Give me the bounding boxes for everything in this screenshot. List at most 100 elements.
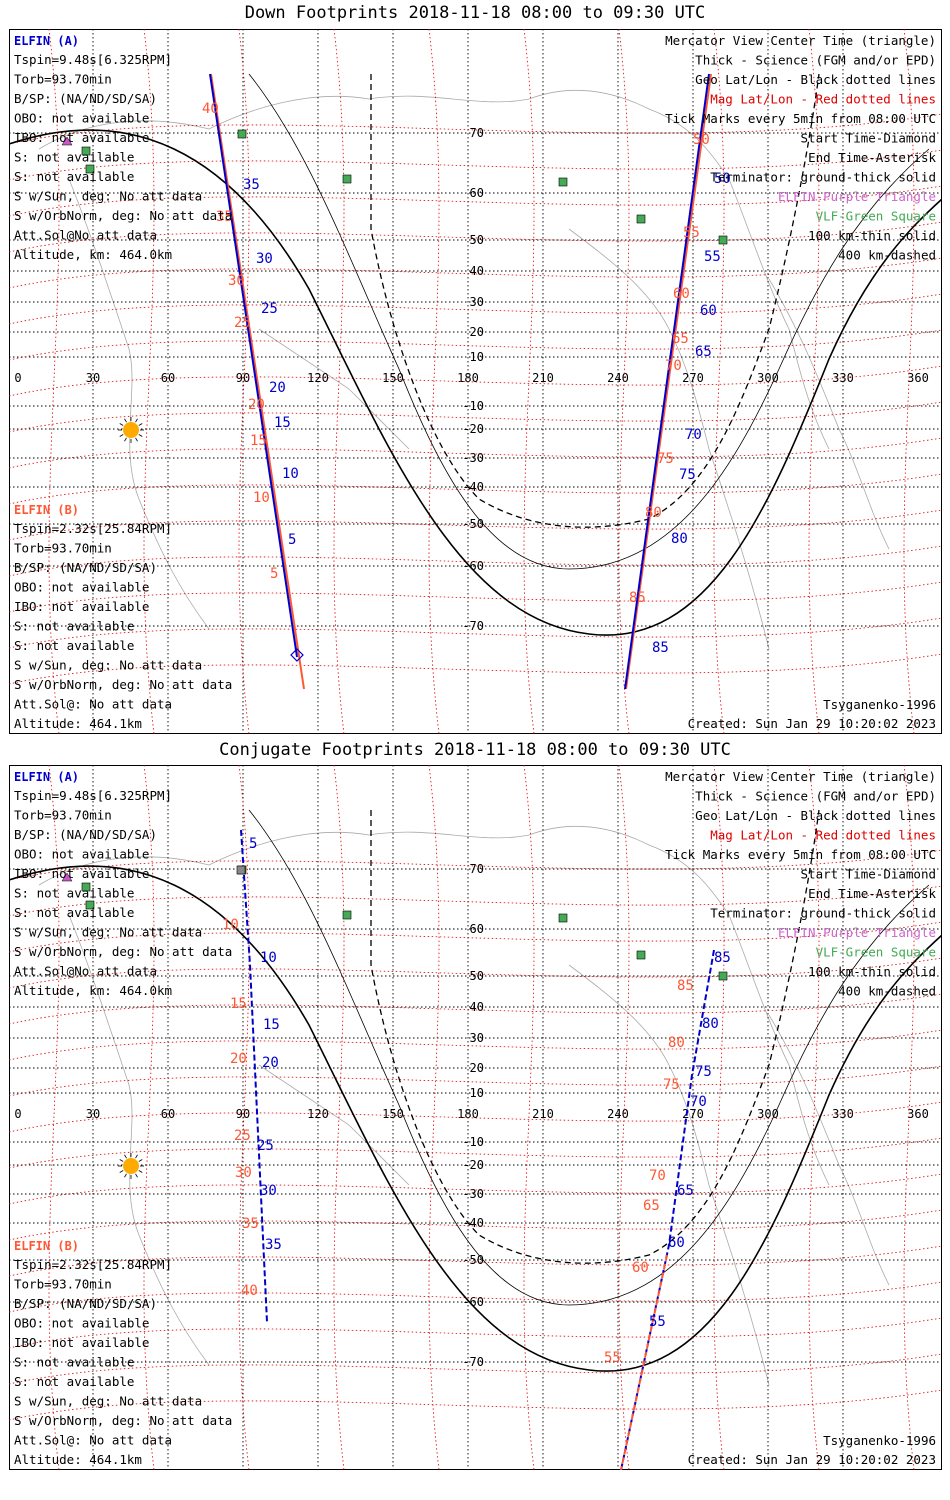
mag-meridian: [713, 29, 725, 734]
created-timestamp: Created: Sun Jan 29 10:20:02 2023: [688, 716, 936, 731]
elfin-b-info-line: B/SP: (NA/ND/SD/SA): [14, 560, 157, 575]
lon-label: 30: [86, 1107, 100, 1121]
elfin-b-info-line: IBO: not available: [14, 599, 149, 614]
legend-entry: Mercator View Center Time (triangle): [665, 769, 936, 784]
elfin-b-tick-label: 10: [253, 490, 270, 506]
mag-parallel: [9, 365, 942, 397]
elfin-a-tick-label: 60: [668, 1235, 685, 1251]
elfin-b-info-line: Altitude: 464.1km: [14, 716, 142, 731]
mag-parallel: [9, 993, 942, 1025]
elfin-a-tick-label: 75: [695, 1064, 712, 1080]
elfin-a-tick-label: 50: [714, 171, 731, 187]
elfin-b-info-line: Att.Sol@: No att data: [14, 697, 172, 712]
elfin-b-tick-label: 20: [230, 1051, 247, 1067]
elfin-a-tick-label: 65: [677, 1183, 694, 1199]
elfin-b-tick-label: 85: [629, 590, 646, 606]
mag-parallel: [9, 849, 942, 881]
mag-parallel: [9, 885, 942, 917]
elfin-b-tick-label: 75: [663, 1077, 680, 1093]
lon-label: 240: [607, 1107, 629, 1121]
elfin-a-tick-label: 5: [249, 836, 257, 852]
elfin-a-info-line: S w/Sun, deg: No att data: [14, 925, 202, 940]
elfin-a-info-line: Torb=93.70min: [14, 72, 112, 87]
elfin-a-tick-label: 35: [243, 177, 260, 193]
lat-label: 50: [470, 969, 484, 983]
lat-label: -50: [462, 1253, 484, 1267]
mag-meridian: [333, 29, 345, 734]
down-footprints-title: Down Footprints 2018-11-18 08:00 to 09:3…: [244, 3, 706, 23]
elfin-a-tick-labels: 5 10 15 20 25 30 35 85 80 75 70 65 60 55: [249, 836, 731, 1330]
elfin-a-info-line: OBO: not available: [14, 847, 149, 862]
elfin-b-info-line: Torb=93.70min: [14, 1277, 112, 1292]
mag-meridian: [238, 29, 250, 734]
legend-entry: VLF-Green Square: [816, 945, 936, 960]
mag-parallel: [9, 437, 942, 469]
elfin-b-tick-label: 40: [241, 1283, 258, 1299]
start-time-diamond: [290, 648, 304, 662]
legend-entry: Tick Marks every 5min from 08:00 UTC: [665, 111, 936, 126]
elfin-b-info-line: S: not available: [14, 1374, 134, 1389]
elfin-a-tick-label: 20: [262, 1055, 279, 1071]
elfin-b-info-line: IBO: not available: [14, 1335, 149, 1350]
elfin-a-info-line: Tspin=9.48s[6.325RPM]: [14, 788, 172, 803]
lon-label: 210: [532, 1107, 554, 1121]
lat-label: 40: [470, 1000, 484, 1014]
mag-parallel: [9, 1209, 942, 1241]
elfin-b-tick-label: 60: [673, 286, 690, 302]
legend-entry: Start Time-Diamond: [801, 131, 936, 146]
legend-entry: Mag Lat/Lon - Red dotted lines: [710, 828, 936, 843]
elfin-a-tick-label: 5: [288, 532, 296, 548]
sun-ray: [138, 434, 143, 437]
legend-entry: 100 km-thin solid: [808, 228, 936, 243]
lat-label: -40: [462, 1216, 484, 1230]
elfin-b-info-line: S: not available: [14, 638, 134, 653]
lat-label: -40: [462, 480, 484, 494]
elfin-b-tick-label: 35: [242, 1216, 259, 1232]
vlf-station-marker: [718, 235, 728, 245]
mag-meridian: [618, 765, 630, 1470]
conjugate-footprints-title: Conjugate Footprints 2018-11-18 08:00 to…: [219, 740, 731, 760]
lat-label: 40: [470, 264, 484, 278]
elfin-b-info-line: S: not available: [14, 1355, 134, 1370]
mag-parallel: [9, 1389, 942, 1421]
legend-entry: 100 km-thin solid: [808, 964, 936, 979]
elfin-a-info-line: IBO: not available: [14, 866, 149, 881]
elfin-a-track-right: [624, 73, 710, 690]
mag-parallel: [9, 257, 942, 289]
elfin-a-info-line: S: not available: [14, 886, 134, 901]
elfin-a-tick-label: 75: [679, 467, 696, 483]
elfin-a-info-line: IBO: not available: [14, 130, 149, 145]
elfin-a-tick-labels: 35 30 25 20 15 10 5 50 55 60 65 70 75 80 85: [243, 171, 731, 656]
lon-labels: 0 30 60 90 120 150 180 210 240 270 300 330 360: [14, 371, 928, 385]
lat-label: -20: [462, 1158, 484, 1172]
elfin-b-tick-label: 60: [632, 1260, 649, 1276]
sun-ray: [138, 1159, 143, 1162]
elfin-b-tick-label: 65: [672, 331, 689, 347]
lat-label: 70: [470, 126, 484, 140]
elfin-b-info-line: Tspin=2.32s[25.84RPM]: [14, 521, 172, 536]
vlf-station-marker: [85, 900, 95, 910]
legend-entry: 400 km-dashed: [838, 248, 936, 263]
lon-label: 210: [532, 371, 554, 385]
vlf-station-marker: [237, 129, 247, 139]
legend-entry: Thick - Science (FGM and/or EPD): [695, 53, 936, 68]
elfin-a-info-line: Altitude, km: 464.0km: [14, 983, 172, 998]
mag-parallel: [9, 329, 942, 361]
lat-label: -30: [462, 1187, 484, 1201]
elfin-a-tick-label: 65: [695, 344, 712, 360]
mag-parallel: [9, 221, 942, 253]
mag-parallel: [9, 921, 942, 953]
elfin-b-tick-label: 10: [222, 917, 239, 933]
mag-parallel: [9, 957, 942, 989]
mag-parallel: [9, 185, 942, 217]
mag-meridian: [428, 765, 440, 1470]
lat-label: 50: [470, 233, 484, 247]
lon-label: 0: [14, 1107, 21, 1121]
elfin-a-tick-label: 70: [685, 427, 702, 443]
elfin-b-track-right: [625, 73, 712, 690]
lon-label: 240: [607, 371, 629, 385]
lat-label: 10: [470, 350, 484, 364]
lon-label: 360: [907, 371, 929, 385]
elfin-b-info-line: S w/Sun, deg: No att data: [14, 1394, 202, 1409]
sun-disc: [123, 422, 139, 438]
